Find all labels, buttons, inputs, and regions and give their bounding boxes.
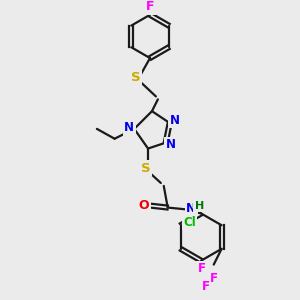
Text: N: N xyxy=(169,113,180,127)
Text: H: H xyxy=(194,201,204,211)
Text: S: S xyxy=(141,162,151,175)
Text: N: N xyxy=(166,138,176,151)
Text: S: S xyxy=(131,71,141,84)
Text: Cl: Cl xyxy=(183,216,196,229)
Text: N: N xyxy=(124,122,134,134)
Text: F: F xyxy=(202,280,210,293)
Text: O: O xyxy=(139,199,149,212)
Text: F: F xyxy=(210,272,218,285)
Text: F: F xyxy=(198,262,206,275)
Text: N: N xyxy=(186,202,196,215)
Text: F: F xyxy=(146,0,154,14)
